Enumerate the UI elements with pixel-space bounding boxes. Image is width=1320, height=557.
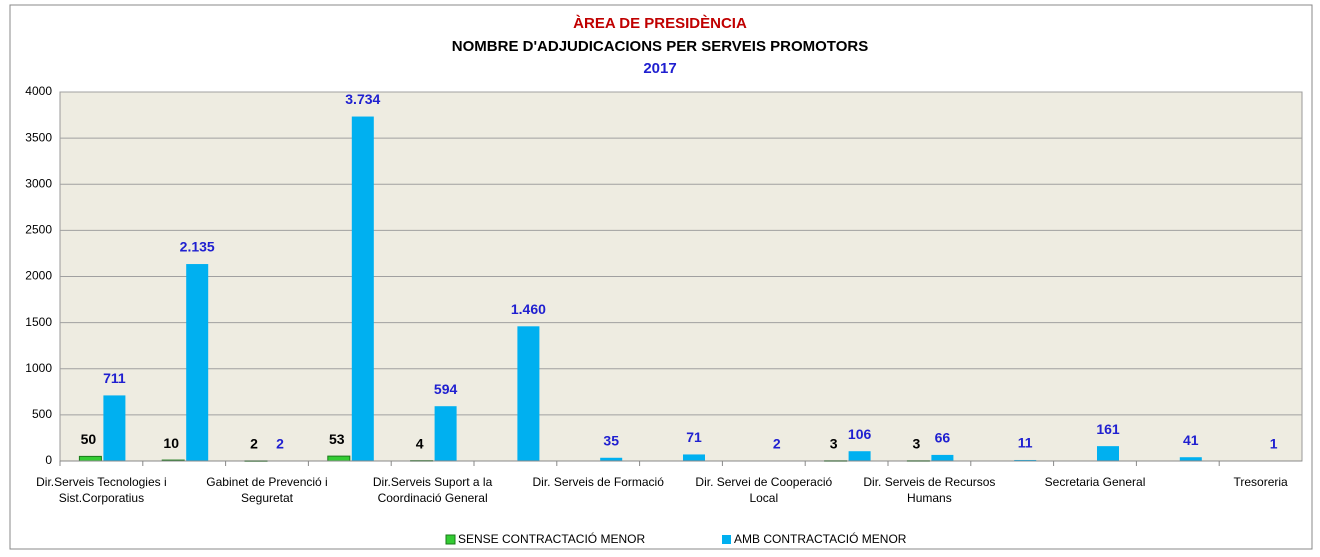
data-label: 66 xyxy=(935,430,951,446)
y-tick-label: 500 xyxy=(32,407,52,421)
data-label: 161 xyxy=(1096,421,1120,437)
y-tick-label: 2000 xyxy=(25,269,52,283)
x-tick-label: Secretaria General xyxy=(1044,475,1146,489)
data-label: 1.460 xyxy=(511,301,546,317)
legend-swatch xyxy=(722,535,731,544)
x-tick-label: Dir. Servei de Cooperació Local xyxy=(695,475,833,505)
bar xyxy=(683,454,705,461)
legend-swatch xyxy=(445,534,456,545)
bar xyxy=(103,395,126,461)
y-tick-label: 4000 xyxy=(25,84,52,98)
x-tick-label: Dir.Serveis Tecnologies i Sist.Corporati… xyxy=(36,475,167,505)
bar xyxy=(1179,457,1202,461)
data-label: 711 xyxy=(103,370,126,386)
data-label: 3.734 xyxy=(345,91,380,107)
bar xyxy=(848,451,871,461)
bar xyxy=(1014,459,1037,461)
bar xyxy=(186,264,209,461)
data-label: 2 xyxy=(773,436,781,452)
data-label: 4 xyxy=(416,435,424,451)
data-label: 53 xyxy=(329,431,345,447)
y-tick-label: 1500 xyxy=(25,315,52,329)
data-label: 3 xyxy=(830,435,838,451)
y-tick-label: 3000 xyxy=(25,176,52,190)
y-tick-label: 2500 xyxy=(25,223,52,237)
y-tick-label: 0 xyxy=(45,453,52,467)
data-label: 3 xyxy=(913,435,921,451)
data-label: 2.135 xyxy=(180,239,215,255)
chart-title: ÀREA DE PRESIDÈNCIA xyxy=(573,15,747,32)
data-label: 106 xyxy=(848,426,872,442)
x-tick-label: Dir. Serveis de Recursos Humans xyxy=(863,475,996,505)
data-label: 11 xyxy=(1018,435,1033,451)
bar xyxy=(351,116,374,461)
bar xyxy=(931,454,954,461)
bar xyxy=(78,455,102,462)
y-tick-label: 1000 xyxy=(25,361,52,375)
data-label: 35 xyxy=(603,432,619,448)
chart-year: 2017 xyxy=(643,60,676,77)
data-label: 2 xyxy=(276,436,284,452)
bar xyxy=(1097,446,1119,461)
data-label: 2 xyxy=(250,436,258,452)
data-label: 71 xyxy=(686,429,702,445)
y-tick-label: 3500 xyxy=(25,130,52,144)
x-tick-label: Tresoreria xyxy=(1233,475,1288,489)
x-tick-label: Gabinet de Prevenció i Seguretat xyxy=(206,475,328,505)
data-label: 50 xyxy=(81,431,97,447)
x-tick-label: Dir. Serveis de Formació xyxy=(532,475,664,489)
legend-label: AMB CONTRACTACIÓ MENOR xyxy=(734,531,907,546)
chart-subtitle: NOMBRE D'ADJUDICACIONS PER SERVEIS PROMO… xyxy=(452,38,868,55)
bar xyxy=(600,457,623,461)
data-label: 41 xyxy=(1183,432,1199,448)
x-tick-label: Dir.Serveis Suport a la Coordinació Gene… xyxy=(372,475,493,505)
data-label: 10 xyxy=(163,435,179,451)
legend-label: SENSE CONTRACTACIÓ MENOR xyxy=(458,531,645,546)
data-label: 594 xyxy=(434,381,458,397)
bar xyxy=(327,455,351,462)
bar xyxy=(517,326,540,461)
data-label: 1 xyxy=(1270,436,1278,452)
bar xyxy=(434,406,457,461)
